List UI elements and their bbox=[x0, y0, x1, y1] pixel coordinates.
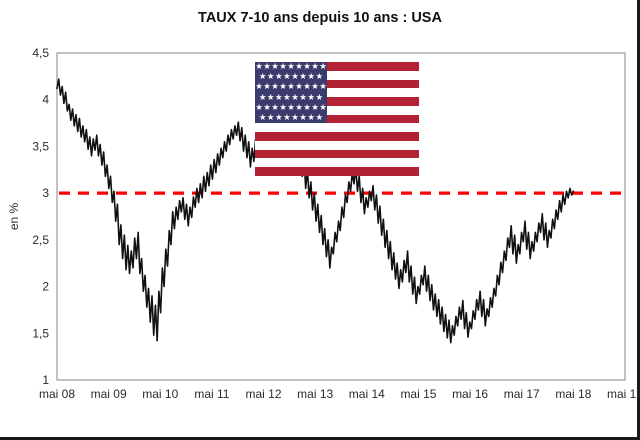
x-tick-label: mai 19 bbox=[607, 387, 640, 401]
flag-canton: ★ ★ ★ ★ ★ ★ ★ ★ ★ ★ ★ ★ ★ ★ ★ ★ ★ ★ ★ ★ ★ ★ ★ ★ ★ ★ ★ ★ ★ ★ ★ ★ ★ ★ ★ ★ ★ ★ ★ ★… bbox=[255, 62, 327, 124]
flag-star-icon: ★ bbox=[258, 92, 267, 103]
flag-star-icon: ★ bbox=[275, 113, 283, 123]
x-tick-label: mai 16 bbox=[452, 387, 488, 401]
flag-stripe bbox=[255, 114, 419, 124]
x-tick-label: mai 17 bbox=[504, 387, 540, 401]
flag-stripe bbox=[255, 97, 419, 106]
flag-star-icon: ★ bbox=[255, 62, 263, 72]
series-line-taux-7-10-ans-usa bbox=[56, 78, 575, 344]
flag-star-icon: ★ bbox=[258, 113, 267, 123]
flag-star-icon: ★ bbox=[266, 113, 275, 123]
x-tick-label: mai 14 bbox=[349, 387, 385, 401]
flag-star-icon: ★ bbox=[279, 102, 287, 113]
flag-star-icon: ★ bbox=[287, 62, 295, 72]
page-title: TAUX 7-10 ans depuis 10 ans : USA bbox=[198, 10, 442, 26]
flag-star-icon: ★ bbox=[319, 82, 327, 93]
flag-star-icon: ★ bbox=[279, 62, 287, 72]
flag-star-icon: ★ bbox=[271, 82, 279, 93]
flag-stripe bbox=[255, 167, 419, 176]
flag-star-icon: ★ bbox=[311, 82, 319, 93]
flag-star-icon: ★ bbox=[299, 92, 307, 103]
flag-star-icon: ★ bbox=[307, 113, 316, 123]
flag-star-icon: ★ bbox=[263, 62, 271, 72]
flag-star-icon: ★ bbox=[279, 82, 287, 93]
flag-star-icon: ★ bbox=[295, 62, 303, 72]
flag-star-icon: ★ bbox=[283, 113, 291, 123]
y-axis-title: en % bbox=[7, 202, 21, 230]
y-tick-label: 2,5 bbox=[32, 233, 49, 247]
flag-star-icon: ★ bbox=[303, 82, 311, 93]
x-tick-label: mai 10 bbox=[142, 387, 178, 401]
y-tick-label: 2 bbox=[42, 280, 49, 294]
x-tick-label: mai 13 bbox=[297, 387, 333, 401]
flag-star-row: ★ ★ ★ ★ ★ ★ ★ ★ bbox=[259, 72, 324, 82]
x-tick-label: mai 15 bbox=[400, 387, 436, 401]
flag-star-icon: ★ bbox=[303, 102, 311, 113]
flag-star-icon: ★ bbox=[303, 62, 311, 72]
flag-stripe bbox=[255, 132, 419, 141]
flag-star-row: ★ ★ ★ ★ ★ ★ ★ ★ bbox=[259, 93, 324, 103]
flag-star-icon: ★ bbox=[315, 113, 324, 123]
flag-star-icon: ★ bbox=[311, 102, 319, 113]
flag-star-icon: ★ bbox=[271, 62, 279, 72]
flag-star-icon: ★ bbox=[291, 113, 299, 123]
flag-star-icon: ★ bbox=[295, 82, 303, 93]
y-tick-label: 4,5 bbox=[32, 46, 49, 60]
flag-star-icon: ★ bbox=[291, 92, 299, 103]
flag-stripe bbox=[255, 62, 419, 71]
flag-star-icon: ★ bbox=[307, 92, 316, 103]
flag-star-icon: ★ bbox=[315, 72, 324, 83]
flag-star-icon: ★ bbox=[266, 72, 275, 83]
flag-star-icon: ★ bbox=[319, 102, 327, 113]
flag-star-icon: ★ bbox=[299, 72, 307, 83]
flag-star-icon: ★ bbox=[255, 102, 263, 113]
y-tick-label: 3 bbox=[42, 186, 49, 200]
flag-star-icon: ★ bbox=[263, 82, 271, 93]
flag-star-icon: ★ bbox=[283, 72, 291, 83]
x-tick-label: mai 08 bbox=[39, 387, 75, 401]
flag-stripe bbox=[255, 149, 419, 159]
flag-star-icon: ★ bbox=[291, 72, 299, 83]
flag-star-icon: ★ bbox=[307, 72, 316, 83]
y-tick-label: 1 bbox=[42, 373, 49, 387]
y-tick-label: 4 bbox=[42, 93, 49, 107]
flag-star-icon: ★ bbox=[266, 92, 275, 103]
united-states-flag-icon: ★ ★ ★ ★ ★ ★ ★ ★ ★ ★ ★ ★ ★ ★ ★ ★ ★ ★ ★ ★ ★ ★ ★ ★ ★ ★ ★ ★ ★ ★ ★ ★ ★ ★ ★ ★ ★ ★ ★ ★… bbox=[255, 62, 419, 176]
flag-star-row: ★ ★ ★ ★ ★ ★ ★ ★ ★ bbox=[255, 82, 327, 92]
flag-star-row: ★ ★ ★ ★ ★ ★ ★ ★ ★ bbox=[255, 103, 327, 113]
flag-star-row: ★ ★ ★ ★ ★ ★ ★ ★ ★ bbox=[255, 62, 327, 72]
flag-star-icon: ★ bbox=[319, 62, 327, 72]
flag-star-icon: ★ bbox=[258, 72, 267, 83]
y-tick-label: 3,5 bbox=[32, 139, 49, 153]
flag-stripe bbox=[255, 79, 419, 89]
flag-star-icon: ★ bbox=[295, 102, 303, 113]
x-tick-label: mai 09 bbox=[91, 387, 127, 401]
flag-star-icon: ★ bbox=[315, 92, 324, 103]
flag-star-row: ★ ★ ★ ★ ★ ★ ★ ★ bbox=[259, 113, 324, 123]
x-tick-label: mai 11 bbox=[194, 387, 229, 401]
flag-star-icon: ★ bbox=[287, 102, 295, 113]
y-tick-label: 1,5 bbox=[32, 326, 49, 340]
flag-star-icon: ★ bbox=[287, 82, 295, 93]
flag-star-icon: ★ bbox=[275, 92, 283, 103]
flag-star-icon: ★ bbox=[271, 102, 279, 113]
flag-star-icon: ★ bbox=[299, 113, 307, 123]
x-tick-label: mai 12 bbox=[246, 387, 282, 401]
flag-star-icon: ★ bbox=[311, 62, 319, 72]
flag-star-icon: ★ bbox=[255, 82, 263, 93]
flag-star-icon: ★ bbox=[275, 72, 283, 83]
flag-star-icon: ★ bbox=[263, 102, 271, 113]
flag-star-icon: ★ bbox=[283, 92, 291, 103]
x-tick-label: mai 18 bbox=[555, 387, 591, 401]
